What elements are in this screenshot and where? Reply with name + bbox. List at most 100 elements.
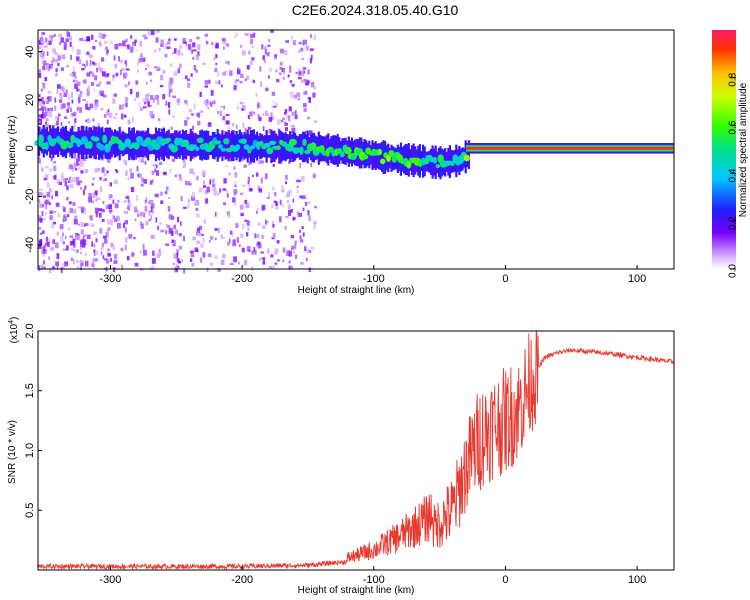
- spectrogram-speckle: [123, 72, 127, 79]
- spectrogram-speckle: [54, 52, 59, 56]
- spectrogram-speckle: [181, 258, 183, 263]
- spectrogram-speckle: [59, 92, 62, 97]
- spectrogram-speckle: [271, 237, 275, 240]
- spectrogram-speckle: [241, 247, 245, 253]
- spectrogram-speckle: [232, 239, 236, 246]
- spectrogram-x-label: Height of straight line (km): [298, 285, 415, 296]
- spectrogram-halo: [270, 129, 273, 163]
- spectrogram-speckle: [262, 55, 265, 60]
- spectrogram-speckle: [197, 51, 200, 57]
- colorbar-tick-label: 0.0: [728, 264, 739, 278]
- spectrogram-speckle: [208, 79, 211, 84]
- spectrogram-speckle: [208, 240, 211, 243]
- spectrogram-speckle: [289, 67, 292, 73]
- spectrogram-blob: [182, 139, 190, 148]
- spectrogram-speckle: [202, 62, 206, 65]
- spectrogram-speckle: [148, 218, 151, 222]
- spectrogram-speckle: [205, 198, 209, 204]
- spectrogram-speckle: [100, 108, 104, 111]
- spectrogram-speckle: [61, 172, 64, 178]
- spectrogram-speckle: [298, 42, 302, 45]
- spectrogram-speckle: [172, 95, 177, 98]
- snr-x-tick-label: 100: [628, 574, 646, 586]
- spectrogram-x-tick-label: 0: [502, 273, 508, 285]
- spectrogram-speckle: [168, 102, 171, 108]
- spectrogram-speckle: [103, 94, 107, 98]
- spectrogram-halo: [298, 134, 301, 160]
- spectrogram-speckle: [257, 243, 262, 249]
- spectrogram-speckle: [283, 50, 288, 56]
- spectrogram-speckle: [113, 215, 116, 219]
- spectrogram-speckle: [262, 261, 266, 265]
- spectrogram-speckle: [38, 244, 42, 249]
- spectrogram-halo: [241, 134, 244, 157]
- spectrogram-speckle: [272, 100, 275, 104]
- spectrogram-speckle: [40, 32, 43, 39]
- spectrogram-speckle: [150, 79, 152, 82]
- spectrogram-speckle: [94, 207, 99, 214]
- spectrogram-speckle: [248, 162, 251, 166]
- spectrogram-speckle: [51, 195, 53, 200]
- spectrogram-speckle: [261, 207, 264, 212]
- spectrogram-speckle: [143, 249, 147, 256]
- spectrogram-speckle: [143, 212, 146, 218]
- spectrogram-speckle: [55, 202, 60, 208]
- spectrogram-speckle: [187, 78, 190, 81]
- spectrogram-speckle: [258, 118, 262, 121]
- snr-y-tick-label: 1.5: [24, 383, 36, 398]
- spectrogram-speckle: [38, 101, 43, 106]
- spectrogram-speckle: [74, 215, 78, 222]
- spectrogram-speckle: [258, 160, 262, 164]
- spectrogram-speckle: [168, 109, 171, 115]
- spectrogram-speckle: [42, 230, 45, 234]
- spectrogram-speckle: [313, 221, 317, 225]
- spectrogram-speckle: [92, 61, 95, 65]
- spectrogram-halo: [196, 134, 199, 156]
- spectrogram-speckle: [175, 264, 178, 269]
- spectrogram-speckle: [170, 126, 173, 130]
- spectrogram-blob: [432, 156, 438, 164]
- spectrogram-speckle: [38, 94, 41, 98]
- spectrogram-speckle: [49, 107, 54, 112]
- spectrogram-speckle: [56, 88, 59, 94]
- spectrogram-speckle: [43, 260, 46, 265]
- spectrogram-speckle: [38, 40, 42, 45]
- spectrogram-halo: [324, 136, 327, 162]
- spectrogram-speckle: [156, 253, 161, 259]
- spectrogram-speckle: [150, 206, 153, 212]
- spectrogram-halo: [305, 134, 308, 160]
- snr-y-tick-label: 1.0: [24, 443, 36, 458]
- spectrogram-speckle: [151, 179, 154, 182]
- spectrogram-speckle: [257, 185, 261, 190]
- spectrogram-speckle: [260, 177, 263, 184]
- spectrogram-speckle: [304, 201, 308, 207]
- spectrogram-speckle: [178, 261, 182, 264]
- spectrogram-speckle: [274, 262, 278, 265]
- spectrogram-speckle: [45, 236, 48, 242]
- spectrogram-speckle: [104, 73, 109, 78]
- spectrogram-speckle: [69, 73, 74, 77]
- spectrogram-speckle: [128, 199, 130, 205]
- spectrogram-speckle: [177, 100, 180, 106]
- spectrogram-speckle: [279, 199, 282, 205]
- spectrogram-halo: [350, 137, 354, 167]
- spectrogram-speckle: [222, 38, 226, 44]
- spectrogram-speckle: [302, 195, 306, 199]
- spectrogram-speckle: [156, 66, 160, 70]
- spectrogram-speckle: [223, 105, 226, 110]
- spectrogram-speckle: [38, 227, 42, 230]
- spectrogram-speckle: [56, 179, 60, 184]
- spectrogram-speckle: [239, 102, 244, 105]
- spectrogram-speckle: [310, 162, 312, 167]
- spectrogram-speckle: [196, 175, 199, 181]
- spectrogram-speckle: [225, 114, 230, 117]
- spectrogram-speckle: [95, 199, 98, 202]
- spectrogram-halo: [279, 130, 282, 163]
- spectrogram-speckle: [274, 191, 277, 197]
- spectrogram-speckle: [109, 40, 113, 45]
- spectrogram-speckle: [91, 72, 95, 77]
- spectrogram-speckle: [179, 63, 182, 69]
- spectrogram-speckle: [170, 83, 173, 86]
- spectrogram-speckle: [293, 251, 296, 254]
- spectrogram-blob: [196, 137, 204, 144]
